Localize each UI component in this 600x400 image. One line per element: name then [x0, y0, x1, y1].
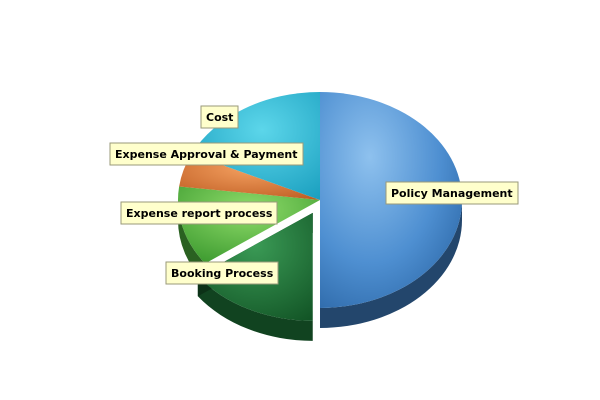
pie-label-policy-management: Policy Management	[385, 181, 519, 205]
pie-side-policy-management	[320, 200, 462, 328]
pie-label-box	[200, 105, 239, 129]
pie-label-text: Expense Approval & Payment	[115, 148, 298, 161]
pie-label-box	[120, 201, 278, 225]
pie-side-booking-process	[197, 276, 313, 341]
pie-label-text: Expense report process	[126, 207, 273, 220]
pie-label-box	[385, 181, 519, 205]
pie-label-text: Cost	[206, 111, 233, 124]
pie-label-expense-approval-and-payment: Expense Approval & Payment	[109, 142, 304, 166]
pie-label-box	[109, 142, 304, 166]
pie-label-text: Booking Process	[171, 267, 274, 280]
pie-label-expense-report-process: Expense report process	[120, 201, 278, 225]
pie-label-cost: Cost	[200, 105, 239, 129]
pie-label-box	[165, 261, 279, 285]
pie-label-text: Policy Management	[391, 187, 513, 200]
pie-label-booking-process: Booking Process	[165, 261, 279, 285]
pie-slice-expense-approval-and-payment[interactable]	[179, 154, 320, 200]
pie-labels: Policy Management Booking Process Expense …	[109, 105, 519, 285]
